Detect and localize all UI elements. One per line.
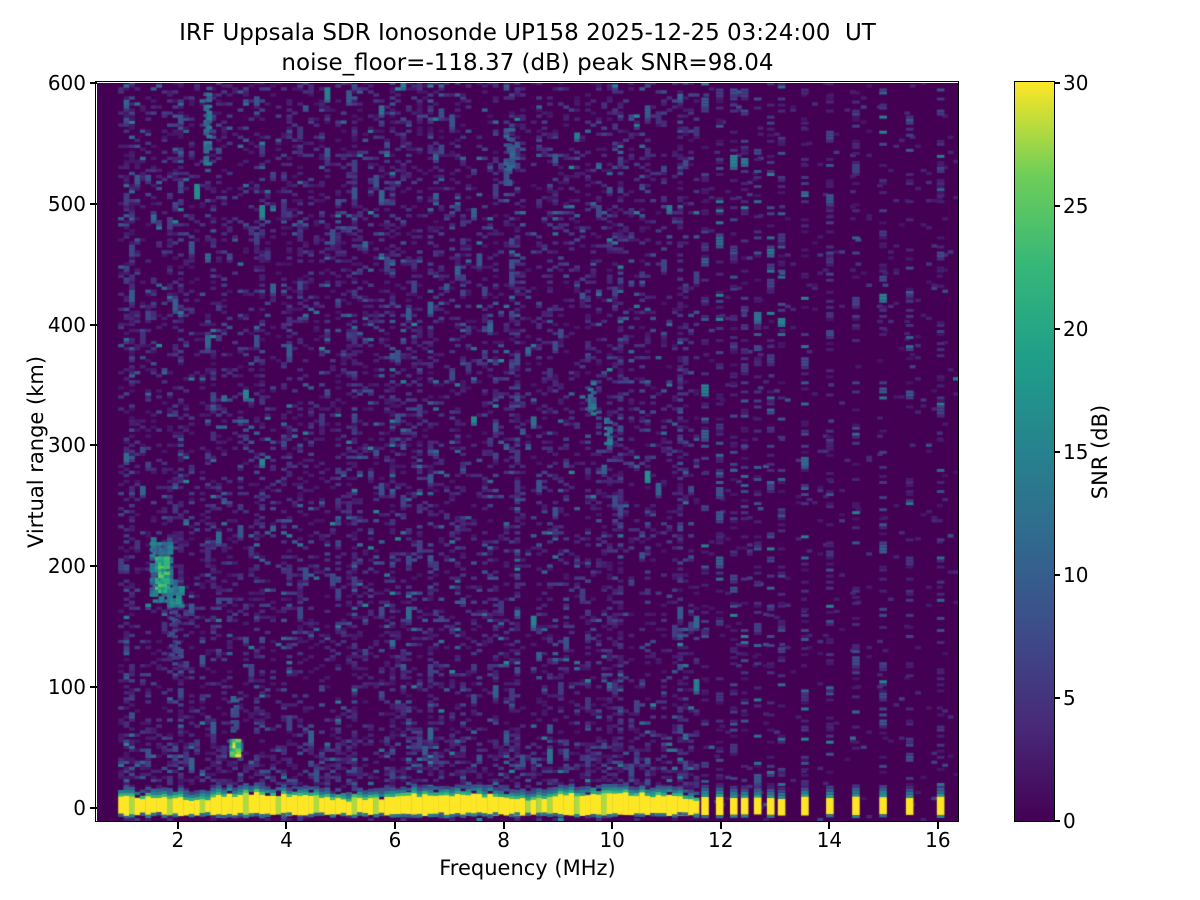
- y-axis-label: Virtual range (km): [24, 355, 48, 549]
- y-tick-label-200: 200: [47, 554, 86, 579]
- colorbar-tick-label-30: 30: [1063, 71, 1089, 95]
- chart-title: IRF Uppsala SDR Ionosonde UP158 2025-12-…: [97, 18, 958, 78]
- x-tick-mark-14: [828, 822, 831, 829]
- title-line-1: IRF Uppsala SDR Ionosonde UP158 2025-12-…: [179, 20, 876, 46]
- colorbar-tick-label-15: 15: [1063, 440, 1089, 464]
- x-tick-mark-10: [611, 822, 614, 829]
- colorbar-tick-mark-30: [1054, 82, 1060, 84]
- x-tick-label-12: 12: [708, 828, 734, 852]
- y-tick-label-100: 100: [47, 674, 86, 699]
- colorbar-tick-label-10: 10: [1063, 563, 1089, 587]
- colorbar-tick-label-25: 25: [1063, 194, 1089, 218]
- colorbar: [1014, 81, 1055, 822]
- y-tick-label-500: 500: [47, 191, 86, 216]
- y-tick-mark-100: [90, 685, 97, 688]
- x-tick-mark-2: [176, 822, 179, 829]
- colorbar-tick-label-0: 0: [1063, 809, 1076, 833]
- colorbar-tick-mark-5: [1054, 697, 1060, 699]
- y-tick-mark-0: [90, 806, 97, 809]
- y-tick-mark-200: [90, 565, 97, 568]
- colorbar-tick-mark-25: [1054, 205, 1060, 207]
- x-tick-label-2: 2: [171, 828, 185, 852]
- x-tick-mark-12: [719, 822, 722, 829]
- x-tick-mark-16: [936, 822, 939, 829]
- colorbar-tick-mark-20: [1054, 328, 1060, 330]
- x-tick-label-8: 8: [497, 828, 510, 852]
- x-tick-mark-6: [394, 822, 397, 829]
- y-tick-mark-600: [90, 82, 97, 84]
- colorbar-tick-label-20: 20: [1063, 317, 1089, 341]
- y-tick-mark-300: [90, 444, 97, 447]
- colorbar-tick-mark-0: [1054, 820, 1060, 822]
- y-tick-mark-500: [90, 202, 97, 205]
- plot-frame: [95, 81, 959, 822]
- colorbar-label: SNR (dB): [1088, 404, 1112, 500]
- x-tick-mark-8: [502, 822, 505, 829]
- x-axis-label: Frequency (MHz): [439, 856, 616, 880]
- x-tick-label-16: 16: [925, 828, 951, 852]
- colorbar-tick-mark-15: [1054, 451, 1060, 453]
- x-tick-label-4: 4: [280, 828, 293, 852]
- x-tick-label-6: 6: [388, 828, 402, 852]
- y-tick-mark-400: [90, 323, 97, 326]
- y-tick-label-400: 400: [47, 312, 86, 337]
- colorbar-tick-mark-10: [1054, 574, 1060, 576]
- x-tick-label-14: 14: [816, 828, 843, 852]
- x-tick-label-10: 10: [599, 828, 625, 852]
- x-tick-mark-4: [285, 822, 288, 829]
- y-tick-label-0: 0: [73, 795, 86, 820]
- y-tick-label-300: 300: [47, 433, 86, 458]
- y-tick-label-600: 600: [47, 71, 86, 95]
- heatmap-plot: [97, 83, 958, 821]
- colorbar-tick-label-5: 5: [1063, 686, 1076, 710]
- title-line-2: noise_floor=-118.37 (dB) peak SNR=98.04: [281, 50, 774, 76]
